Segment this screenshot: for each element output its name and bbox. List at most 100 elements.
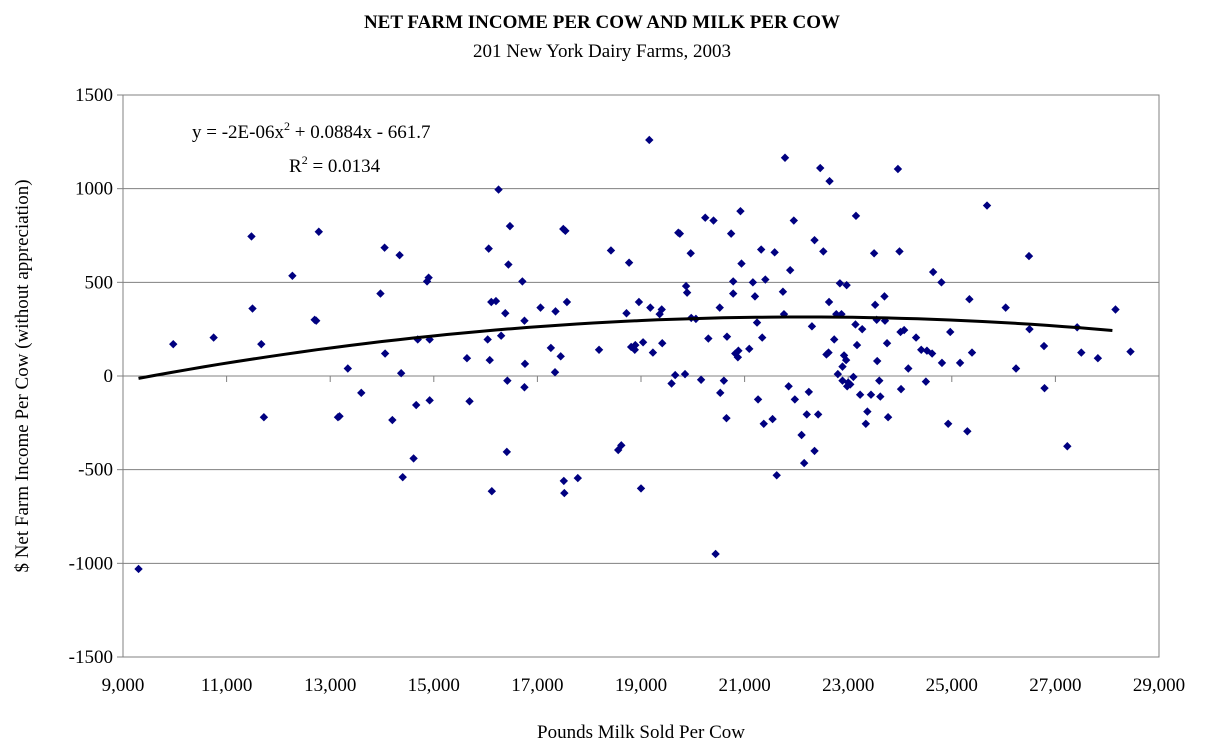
- data-point: [955, 358, 965, 368]
- data-point: [729, 289, 738, 298]
- data-point: [343, 364, 353, 373]
- data-point: [634, 297, 644, 307]
- data-point: [750, 292, 760, 301]
- data-point: [904, 364, 913, 373]
- data-point: [1126, 347, 1135, 356]
- data-point: [790, 395, 800, 404]
- data-point: [830, 335, 839, 344]
- data-point: [922, 346, 932, 355]
- data-point: [425, 396, 434, 405]
- x-tick-label: 27,000: [1029, 675, 1081, 696]
- data-point: [752, 318, 762, 327]
- y-tick-label: -1500: [69, 647, 113, 668]
- data-point: [681, 281, 691, 291]
- data-point: [484, 244, 493, 253]
- data-point: [899, 325, 909, 335]
- data-point: [872, 315, 881, 324]
- data-point: [863, 407, 872, 416]
- data-point: [701, 213, 710, 222]
- data-point: [835, 279, 845, 288]
- data-point: [409, 454, 418, 463]
- data-point: [715, 303, 724, 312]
- data-point: [816, 163, 825, 173]
- data-point: [733, 353, 743, 362]
- data-point: [487, 487, 497, 496]
- data-point: [851, 320, 860, 329]
- data-point: [624, 258, 634, 267]
- data-point: [680, 369, 690, 379]
- data-point: [716, 388, 725, 398]
- data-point: [465, 397, 474, 406]
- data-point: [247, 232, 256, 241]
- data-point: [503, 376, 512, 385]
- x-tick-label: 23,000: [822, 675, 874, 696]
- data-point: [380, 243, 389, 252]
- data-point: [520, 383, 529, 392]
- data-point: [1011, 364, 1021, 373]
- data-point: [807, 322, 817, 331]
- data-point: [895, 247, 904, 256]
- data-point: [560, 488, 569, 498]
- data-point: [719, 376, 729, 385]
- data-point: [520, 359, 530, 369]
- data-point: [411, 400, 421, 410]
- data-point: [314, 227, 324, 236]
- data-point: [810, 235, 819, 245]
- data-point: [559, 476, 569, 486]
- data-point: [737, 259, 746, 268]
- data-point: [937, 278, 946, 287]
- data-point: [501, 309, 510, 318]
- x-tick-label: 11,000: [201, 675, 253, 696]
- data-point: [696, 375, 706, 384]
- data-point: [883, 413, 893, 422]
- data-point: [875, 376, 884, 385]
- data-point: [833, 369, 843, 379]
- data-point: [882, 339, 892, 348]
- data-point: [645, 135, 654, 145]
- y-tick-label: -1000: [69, 553, 113, 574]
- trendline: [138, 315, 1113, 380]
- data-point: [842, 280, 851, 290]
- data-point: [911, 333, 921, 342]
- data-point: [631, 340, 640, 350]
- data-point: [485, 355, 494, 365]
- data-point: [965, 294, 974, 304]
- data-point: [921, 377, 931, 386]
- data-point: [759, 419, 768, 428]
- y-tick-label: 1000: [75, 179, 113, 200]
- data-point: [134, 564, 143, 574]
- data-point: [893, 164, 903, 174]
- data-point: [756, 245, 766, 254]
- data-point: [861, 419, 871, 428]
- data-point: [917, 345, 926, 354]
- data-point: [846, 380, 855, 389]
- data-point: [927, 349, 937, 358]
- data-point: [802, 410, 811, 419]
- data-point: [1063, 442, 1072, 451]
- data-point: [869, 249, 879, 258]
- data-point: [518, 277, 527, 286]
- data-point: [682, 288, 692, 297]
- data-point: [768, 414, 777, 424]
- data-point: [1025, 324, 1034, 334]
- y-tick-label: -500: [78, 460, 113, 481]
- data-point: [622, 309, 631, 318]
- data-point: [824, 297, 834, 307]
- y-axis-label: $ Net Farm Income Per Cow (without appre…: [12, 179, 33, 572]
- data-point: [748, 278, 758, 287]
- data-point: [1039, 341, 1049, 351]
- data-point: [797, 430, 806, 440]
- data-point: [825, 176, 834, 186]
- data-point: [312, 316, 321, 325]
- data-points: [134, 135, 1135, 574]
- data-point: [655, 309, 664, 319]
- x-tick-label: 13,000: [304, 675, 356, 696]
- data-point: [259, 413, 269, 422]
- data-point: [842, 382, 852, 391]
- data-point: [638, 338, 648, 347]
- data-point: [248, 304, 257, 313]
- data-point: [824, 348, 833, 357]
- data-point: [380, 349, 390, 358]
- data-point: [880, 292, 889, 301]
